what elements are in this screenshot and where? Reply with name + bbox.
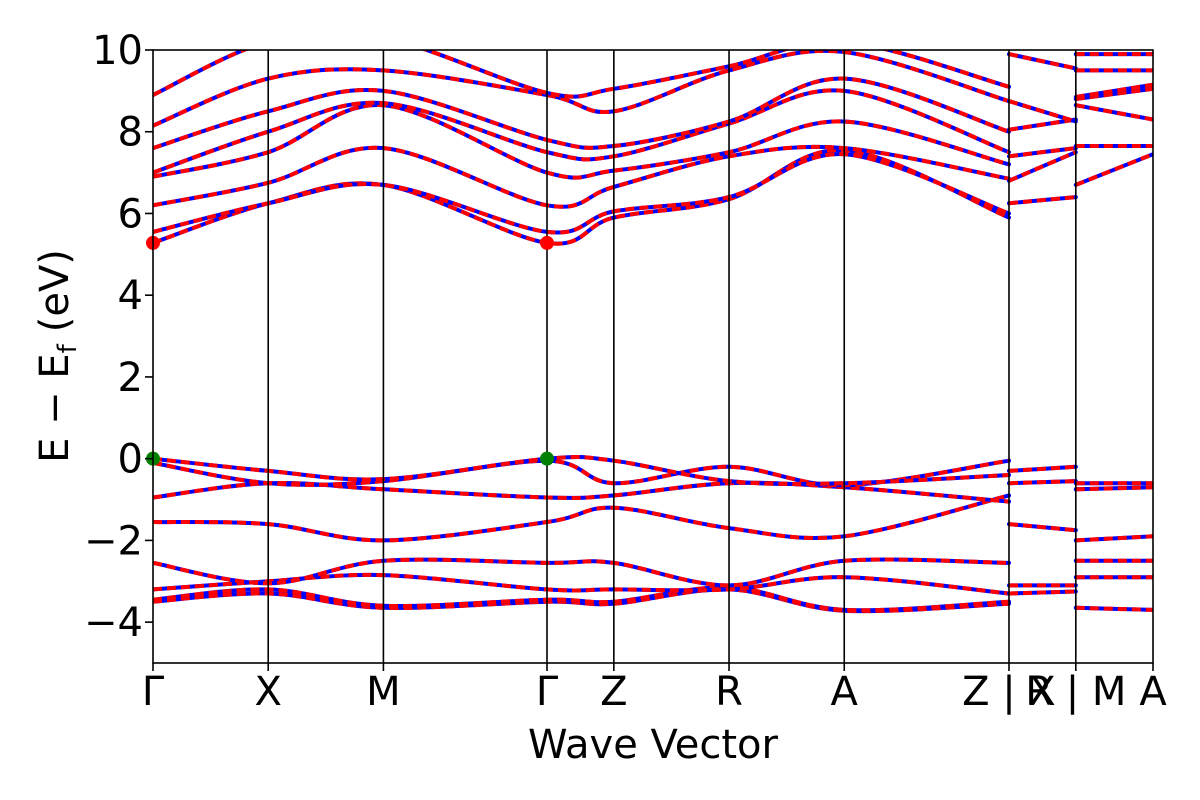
band-line-red	[153, 493, 1010, 543]
band-line-red	[1008, 522, 1076, 533]
x-tick-label-8: R | M	[1025, 669, 1126, 715]
x-tick-label-3: Γ	[536, 669, 559, 715]
y-tick-label: 8	[118, 110, 143, 156]
x-tick-label-7: Z | X	[962, 669, 1056, 715]
y-axis-title: E − Ef (eV)	[32, 249, 83, 463]
x-tick-label-0: Γ	[142, 669, 165, 715]
band-line-blue	[153, 50, 1011, 99]
y-axis-title-main: E − E	[32, 353, 78, 463]
y-axis-ticks: −4 −2 0 2 4 6 8 10	[84, 28, 153, 646]
band-11	[153, 103, 1011, 180]
band-26	[1007, 52, 1078, 71]
band-line-red	[1008, 589, 1076, 596]
y-tick-label: −4	[84, 600, 143, 646]
band-line-red	[1008, 52, 1077, 71]
band-line-red	[153, 50, 1010, 99]
y-axis-title-subscript: f	[53, 343, 83, 353]
y-tick-label: 2	[118, 355, 143, 401]
band-line-red	[1008, 146, 1077, 159]
band-line-blue	[153, 493, 1011, 543]
band-line-red	[153, 148, 1010, 246]
band-20	[1007, 464, 1078, 473]
band-line-red	[1075, 605, 1153, 612]
y-axis-title-unit: (eV)	[32, 249, 78, 332]
y-tick-label: 10	[92, 28, 143, 74]
y-tick-label: 4	[118, 273, 143, 319]
kpoint-lines	[267, 50, 1077, 663]
x-tick-label-4: Z	[600, 669, 627, 715]
band-line-blue	[1073, 103, 1153, 122]
band-33	[1073, 152, 1153, 187]
band-line-red	[153, 585, 1010, 613]
band-line-blue	[1073, 534, 1153, 543]
band-line-red	[1008, 479, 1076, 486]
band-line-red	[153, 76, 1010, 151]
band-31	[1073, 485, 1153, 492]
band-23	[1007, 146, 1078, 159]
cbm-marker-3	[540, 235, 555, 250]
band-18	[1007, 522, 1078, 533]
band-line-red	[1008, 195, 1076, 206]
band-line-blue	[153, 103, 1011, 180]
band-line-blue	[1073, 605, 1153, 612]
x-tick-label-1: X	[255, 669, 282, 715]
x-tick-label-2: M	[366, 669, 401, 715]
band-line-blue	[1073, 485, 1153, 492]
y-tick-label: 6	[118, 191, 143, 237]
x-tick-label-6: A	[831, 669, 859, 715]
band-30	[1073, 534, 1153, 543]
y-tick-label: −2	[84, 518, 143, 564]
band-19	[1007, 479, 1078, 486]
band-line-red	[153, 587, 1010, 614]
band-4	[153, 493, 1011, 543]
band-line-red	[153, 103, 1010, 180]
band-9	[153, 152, 1011, 235]
x-tick-label-9: A	[1139, 669, 1167, 715]
band-14	[153, 50, 1011, 128]
band-line-red	[1008, 464, 1076, 473]
x-axis-title: Wave Vector	[528, 722, 779, 768]
x-tick-label-5: R	[715, 669, 743, 715]
plot-frame	[152, 49, 1154, 664]
band-35	[1073, 103, 1153, 122]
y-tick-label: 0	[118, 437, 143, 483]
band-36	[1073, 86, 1153, 101]
band-line-red	[1075, 103, 1153, 122]
band-line-red	[153, 50, 1010, 128]
band-8	[153, 148, 1011, 246]
band-3	[153, 557, 1011, 588]
band-line-red	[1008, 150, 1077, 183]
band-17	[1007, 589, 1078, 596]
band-line-blue	[153, 50, 1011, 128]
band-line-red	[1075, 534, 1153, 543]
band-line-blue	[153, 152, 1011, 235]
band-line-red	[153, 152, 1010, 235]
vbm-marker-1	[540, 451, 555, 466]
band-line-red	[1075, 485, 1153, 492]
band-line-blue	[153, 76, 1011, 151]
bands-layer	[153, 50, 1153, 614]
band-21	[1007, 195, 1078, 206]
band-line-red	[1075, 82, 1153, 99]
band-line-red	[1075, 86, 1153, 101]
band-line-blue	[153, 148, 1011, 246]
band-25	[1007, 99, 1078, 124]
band-15	[153, 50, 1011, 99]
band-13	[153, 76, 1011, 151]
band-line-red	[1075, 152, 1153, 187]
band-line-red	[1008, 99, 1077, 124]
band-extrema-markers	[146, 235, 555, 466]
band-line-red	[153, 455, 1010, 486]
band-24	[1007, 117, 1078, 132]
band-22	[1007, 150, 1078, 183]
band-27	[1073, 605, 1153, 612]
band-37	[1073, 82, 1153, 99]
